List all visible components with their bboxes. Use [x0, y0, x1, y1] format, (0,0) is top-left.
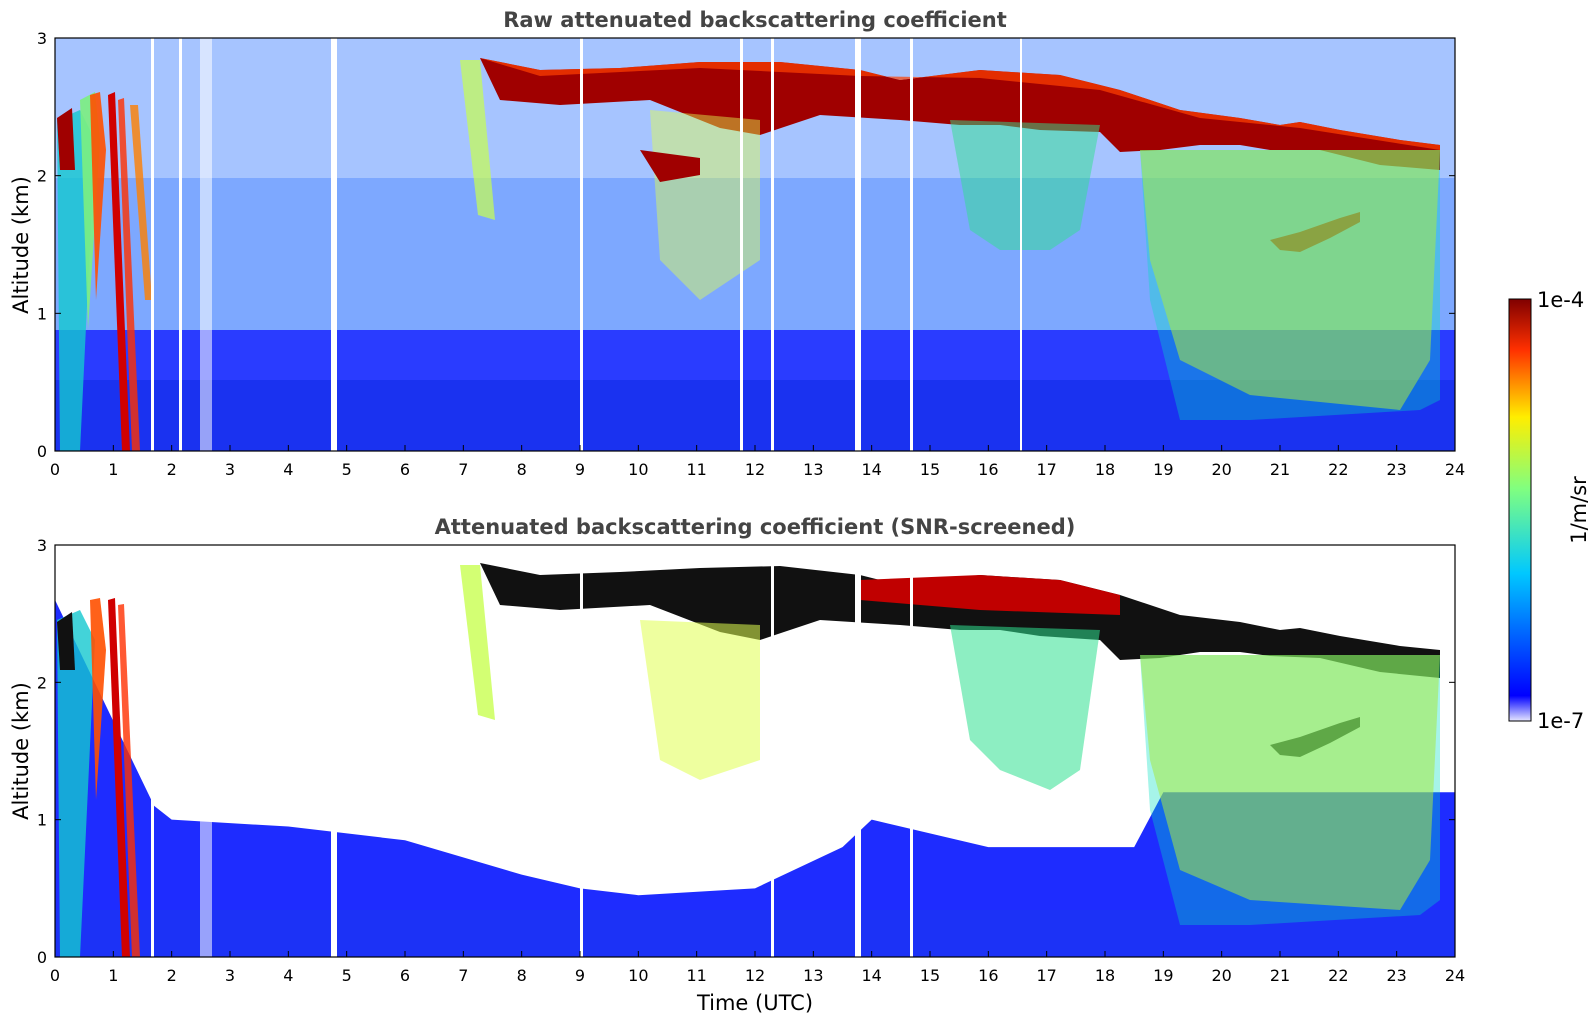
x-tick-label: 12	[745, 966, 765, 985]
x-tick-label: 13	[803, 966, 823, 985]
y-tick-label: 1	[37, 304, 47, 323]
x-tick-label: 23	[1386, 460, 1406, 479]
x-tick-label: 21	[1270, 460, 1290, 479]
x-tick-label: 11	[686, 460, 706, 479]
x-tick-label: 8	[517, 966, 527, 985]
x-tick-label: 18	[1095, 460, 1115, 479]
raw-mid-streaks	[950, 120, 1100, 250]
screened-boundary-layer	[55, 599, 1455, 957]
x-tick-label: 4	[283, 460, 293, 479]
x-tick-label: 0	[50, 460, 60, 479]
x-tick-label: 0	[50, 966, 60, 985]
x-tick-label: 1	[108, 460, 118, 479]
x-tick-label: 17	[1036, 460, 1056, 479]
x-tick-label: 7	[458, 460, 468, 479]
x-tick-label: 10	[628, 460, 648, 479]
x-tick-label: 16	[978, 460, 998, 479]
raw-upper-cloud-layer	[480, 58, 1440, 170]
colorbar-min-label: 1e-7	[1537, 709, 1584, 733]
x-axis-label: Time (UTC)	[696, 991, 813, 1015]
raw-y-axis-label: Altitude (km)	[9, 176, 33, 314]
x-tick-label: 21	[1270, 966, 1290, 985]
y-tick-label: 2	[37, 167, 47, 186]
x-tick-label: 23	[1386, 966, 1406, 985]
x-tick-label: 5	[342, 460, 352, 479]
x-tick-label: 24	[1445, 460, 1465, 479]
x-tick-label: 11	[686, 966, 706, 985]
x-tick-label: 2	[167, 460, 177, 479]
raw-y-ticks: 0 1 2 3	[37, 29, 1455, 461]
raw-fall-streaks	[1140, 150, 1440, 410]
x-tick-label: 20	[1211, 460, 1231, 479]
x-tick-label: 3	[225, 460, 235, 479]
x-tick-label: 14	[861, 966, 881, 985]
x-tick-label: 20	[1211, 966, 1231, 985]
x-tick-label: 6	[400, 966, 410, 985]
x-tick-label: 6	[400, 460, 410, 479]
x-tick-label: 19	[1153, 460, 1173, 479]
x-tick-label: 3	[225, 966, 235, 985]
raw-panel-title: Raw attenuated backscattering coefficien…	[503, 8, 1007, 32]
screened-panel-title: Attenuated backscattering coefficient (S…	[435, 515, 1076, 539]
y-tick-label: 1	[37, 811, 47, 830]
y-tick-label: 2	[37, 673, 47, 692]
colorbar-gradient	[1508, 298, 1532, 722]
screened-y-axis-label: Altitude (km)	[9, 682, 33, 820]
screened-heatmap	[55, 545, 1455, 957]
x-tick-label: 15	[920, 966, 940, 985]
x-tick-label: 9	[575, 966, 585, 985]
raw-backscatter-panel: Raw attenuated backscattering coefficien…	[9, 8, 1465, 479]
x-tick-label: 12	[745, 460, 765, 479]
x-tick-label: 22	[1328, 966, 1348, 985]
x-tick-label: 19	[1153, 966, 1173, 985]
x-tick-label: 8	[517, 460, 527, 479]
screened-x-ticks: 0 1 2 3 4 5 6 7 8 9 10 11 12 13 14 15 16 17 18 19 20 21 22 23 24	[50, 951, 1465, 985]
x-tick-label: 18	[1095, 966, 1115, 985]
x-tick-label: 5	[342, 966, 352, 985]
x-tick-label: 2	[167, 966, 177, 985]
x-tick-label: 9	[575, 460, 585, 479]
x-tick-label: 16	[978, 966, 998, 985]
y-tick-label: 3	[37, 536, 47, 555]
x-tick-label: 24	[1445, 966, 1465, 985]
raw-x-ticks: 0 1 2 3 4 5 6 7 8 9 10 11 12 13 14 15 16 17 18 19 20 21 22 23 24	[50, 445, 1465, 479]
y-tick-label: 0	[37, 948, 47, 967]
colorbar: 1e-4 1e-7 1/m/sr	[1508, 288, 1591, 733]
x-tick-label: 13	[803, 460, 823, 479]
x-tick-label: 7	[458, 966, 468, 985]
x-tick-label: 4	[283, 966, 293, 985]
x-tick-label: 15	[920, 460, 940, 479]
screened-y-ticks: 0 1 2 3	[37, 536, 1455, 967]
raw-heatmap	[55, 38, 1455, 451]
screened-streaks-0-2h	[57, 598, 140, 957]
x-tick-label: 17	[1036, 966, 1056, 985]
colorbar-unit-label: 1/m/sr	[1567, 476, 1591, 544]
x-tick-label: 14	[861, 460, 881, 479]
raw-streaks-0-2h	[57, 92, 152, 451]
raw-surface-layer	[55, 380, 1455, 451]
x-tick-label: 1	[108, 966, 118, 985]
y-tick-label: 0	[37, 442, 47, 461]
colorbar-max-label: 1e-4	[1537, 288, 1584, 312]
screened-backscatter-panel: Attenuated backscattering coefficient (S…	[9, 515, 1465, 1015]
y-tick-label: 3	[37, 29, 47, 48]
x-tick-label: 10	[628, 966, 648, 985]
screened-upper-cloud-layer	[480, 563, 1440, 678]
x-tick-label: 22	[1328, 460, 1348, 479]
screened-fall-streaks	[1140, 655, 1440, 910]
